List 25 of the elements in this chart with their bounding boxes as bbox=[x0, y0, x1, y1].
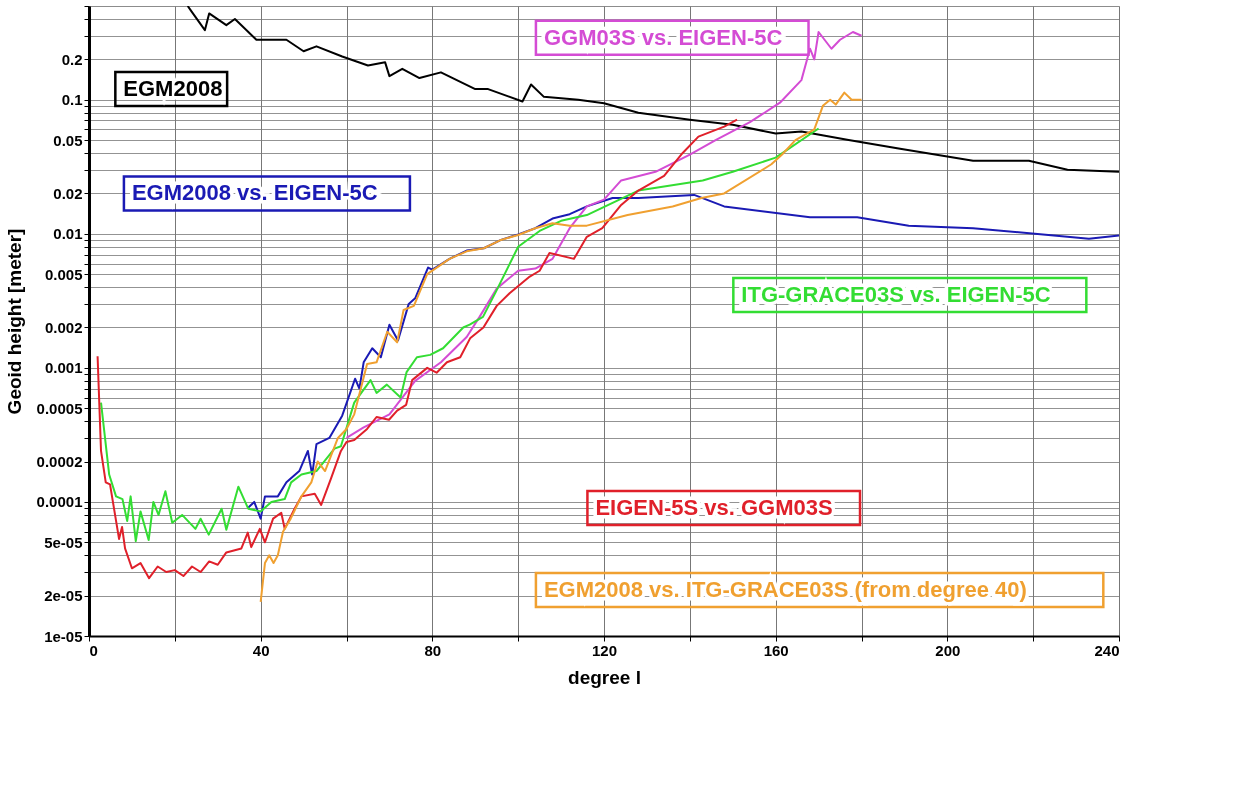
x-axis-title: degree l bbox=[568, 666, 641, 688]
y-tick-label: 0.2 bbox=[61, 50, 83, 68]
y-tick-label: 0.05 bbox=[53, 131, 83, 149]
x-tick-label: 160 bbox=[763, 641, 789, 659]
y-tick-label: 0.001 bbox=[44, 359, 83, 377]
y-axis-title: Geoid height [meter] bbox=[3, 228, 25, 415]
y-tick-label: 0.1 bbox=[61, 91, 83, 109]
line-series bbox=[96, 118, 739, 580]
y-tick-label: 0.0001 bbox=[36, 493, 83, 511]
x-tick-label: 0 bbox=[89, 641, 98, 659]
y-tick-label: 0.005 bbox=[44, 265, 83, 283]
x-tick-label: 240 bbox=[1094, 641, 1120, 659]
y-tick-label: 5e-05 bbox=[44, 533, 83, 551]
y-tick-label: 2e-05 bbox=[44, 587, 83, 605]
x-tick-label: 40 bbox=[252, 641, 270, 659]
text: EGM2008 bbox=[123, 76, 223, 102]
y-tick-label: 1e-05 bbox=[44, 627, 83, 645]
y-tick-label: 0.0005 bbox=[36, 399, 83, 417]
y-tick-label: 0.002 bbox=[44, 319, 83, 336]
y-tick-label: 0.01 bbox=[53, 225, 83, 243]
x-tick-label: 120 bbox=[591, 641, 618, 659]
x-tick-label: 200 bbox=[935, 641, 961, 659]
x-tick-label: 80 bbox=[424, 641, 442, 659]
y-tick-label: 0.0002 bbox=[36, 453, 83, 471]
y-tick-label: 0.02 bbox=[53, 184, 83, 202]
